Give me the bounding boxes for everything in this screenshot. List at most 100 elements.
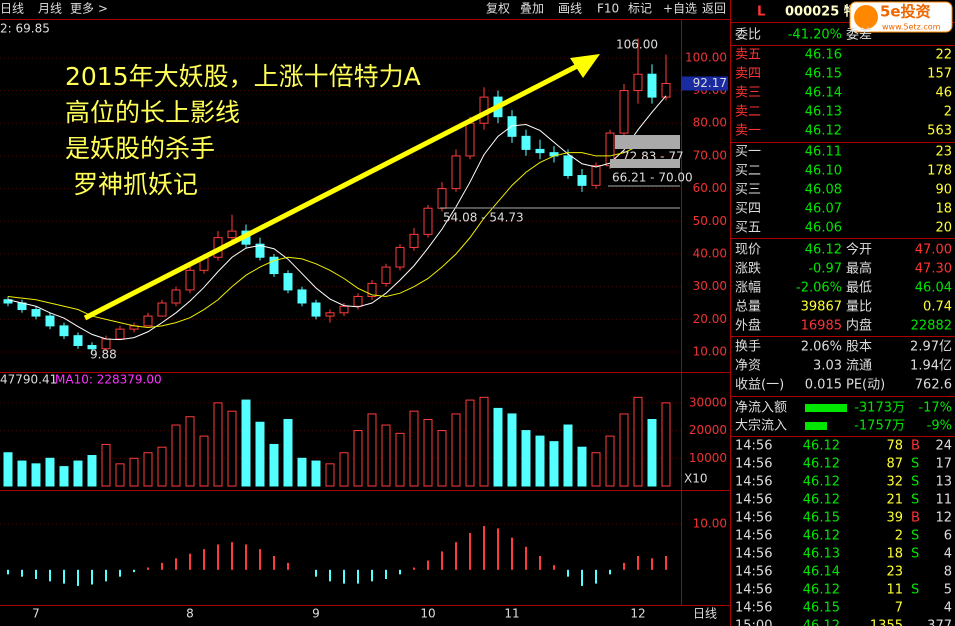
flow-pct: -17%	[918, 401, 952, 416]
y-tick-label: 70.00	[693, 148, 727, 162]
stat-value: 16985	[801, 319, 842, 334]
book-volume: 20	[935, 221, 952, 236]
book-label: 买三	[735, 183, 761, 198]
candle-body	[311, 302, 321, 317]
book-price: 46.12	[805, 124, 842, 139]
tab[interactable]: 月线	[38, 2, 62, 16]
toolbar-button[interactable]: F10	[597, 2, 619, 16]
flow-pct: -9%	[927, 419, 952, 434]
volume-bar	[353, 430, 363, 487]
toolbar-button[interactable]: 返回	[702, 2, 726, 16]
candle-body	[619, 90, 629, 134]
flow-bar	[805, 422, 827, 430]
toolbar-button[interactable]: 复权	[486, 2, 510, 16]
book-volume: 23	[935, 145, 952, 160]
volume-bar	[241, 399, 251, 487]
toolbar-button[interactable]: 画线	[558, 2, 582, 16]
price-tag-box	[682, 76, 728, 91]
high-label: 106.00	[616, 38, 658, 52]
candle-body	[255, 243, 265, 258]
candle-body	[185, 269, 195, 291]
stat-label: 涨跌	[735, 261, 761, 277]
candle-body	[339, 305, 349, 314]
tick-volume: 32	[886, 475, 903, 490]
tick-price: 46.12	[803, 475, 840, 490]
ma-line	[7, 95, 667, 341]
tick-side: S	[911, 493, 919, 508]
stat-label: 现价	[735, 243, 761, 258]
stat-label: 涨幅	[735, 281, 761, 296]
candle-body	[535, 148, 545, 154]
candle-body	[591, 165, 601, 186]
y-tick-label: 40.00	[693, 246, 727, 260]
stat-value: 1.94亿	[910, 359, 952, 374]
label: 委比	[735, 28, 761, 43]
tick-volume: 87	[886, 457, 903, 472]
candle-body	[409, 233, 419, 248]
book-volume: 2	[944, 105, 952, 120]
tick-price: 46.14	[803, 565, 840, 580]
annotation-line: 高位的长上影线	[65, 98, 240, 127]
stat-value: 0.015	[805, 378, 842, 393]
flow-value: -3173万	[854, 401, 905, 416]
tick-side: S	[911, 529, 919, 544]
volume-bar	[129, 457, 139, 487]
stat-value: 762.6	[915, 378, 952, 393]
book-label: 买四	[735, 202, 761, 217]
y-tick-label: 10.00	[693, 516, 727, 530]
tick-volume: 18	[886, 547, 903, 562]
stat-value: 47.30	[915, 262, 952, 277]
book-volume: 22	[935, 48, 952, 63]
volume-bar	[17, 460, 27, 487]
book-label: 买五	[735, 221, 761, 236]
candle-body	[115, 328, 125, 340]
tick-price: 46.12	[803, 457, 840, 472]
book-price: 46.14	[805, 86, 842, 101]
candle-body	[143, 315, 153, 327]
stat-value: 39867	[801, 300, 842, 315]
tab[interactable]: 更多 >	[70, 2, 108, 16]
volume-bar	[325, 463, 335, 487]
tick-count: 17	[935, 457, 952, 472]
candle-body	[395, 246, 405, 268]
annotation-line: 是妖股的杀手	[65, 134, 215, 163]
stat-value: -0.97	[808, 262, 842, 277]
toolbar-button[interactable]: +自选	[663, 2, 697, 16]
stat-value: 46.12	[805, 243, 842, 258]
annotation-line: 罗神抓妖记	[65, 170, 198, 199]
stat-value: 2.06%	[801, 340, 842, 355]
y-tick-label: 50.00	[693, 214, 727, 228]
period-label[interactable]: 日线	[693, 607, 717, 621]
volume-bar	[297, 457, 307, 487]
candle-body	[661, 82, 671, 98]
tick-count: 24	[935, 439, 952, 454]
y-tick-label: 10.00	[693, 345, 727, 359]
toolbar-button[interactable]: 标记	[628, 2, 652, 16]
book-price: 46.10	[805, 164, 842, 179]
tick-side: B	[911, 439, 920, 454]
tick-time: 14:56	[735, 583, 772, 598]
candle-body	[45, 315, 55, 327]
tick-count: 12	[935, 511, 952, 526]
toolbar-button[interactable]: 叠加	[520, 2, 544, 16]
candle-body	[451, 155, 461, 190]
tick-volume: 7	[895, 601, 903, 616]
volume-header: 47790.41	[0, 373, 57, 387]
tick-time: 14:56	[735, 457, 772, 472]
candle-body	[367, 282, 377, 297]
flow-value: -1757万	[854, 419, 905, 434]
x-tick-label: 12	[630, 607, 645, 621]
tab[interactable]: 日线	[0, 2, 24, 16]
stat-label: 外盘	[735, 318, 761, 334]
arrow-head	[570, 54, 600, 78]
stat-label: 股本	[846, 340, 872, 355]
volume-bar	[633, 396, 643, 487]
volume-bar	[185, 416, 195, 487]
volume-bar	[493, 407, 503, 487]
price-tag: 92.17	[693, 76, 727, 90]
tick-count: 4	[944, 547, 952, 562]
stat-value: 0.74	[923, 300, 952, 315]
book-volume: 46	[935, 86, 952, 101]
